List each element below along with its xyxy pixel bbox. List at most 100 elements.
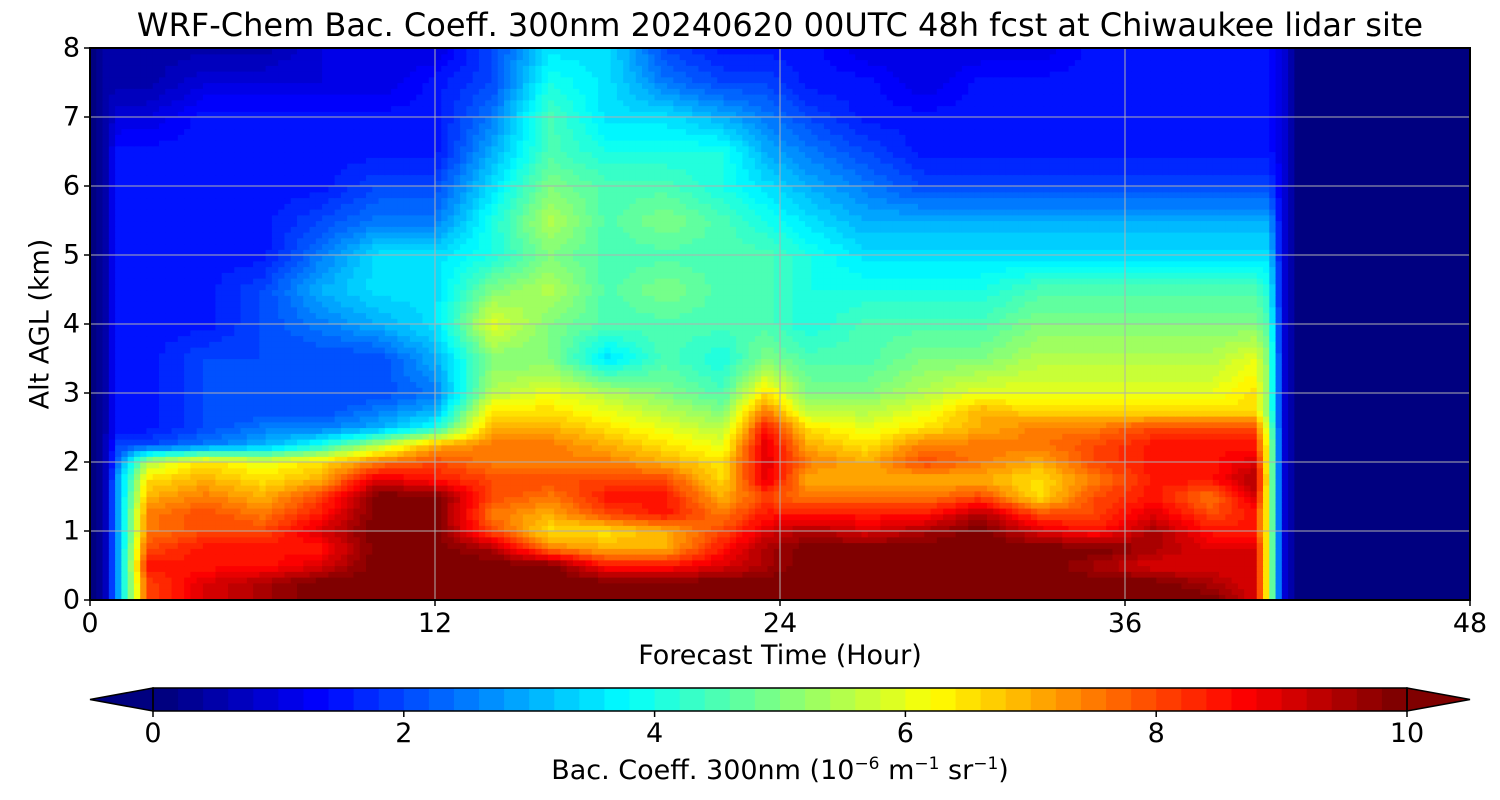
- heatmap-cell: [968, 496, 976, 503]
- heatmap-cell: [1175, 582, 1183, 590]
- heatmap-cell: [384, 588, 392, 595]
- heatmap-cell: [1350, 473, 1358, 480]
- heatmap-cell: [999, 519, 1007, 526]
- heatmap-cell: [1012, 571, 1019, 578]
- heatmap-cell: [642, 594, 649, 601]
- heatmap-cell: [1024, 508, 1032, 515]
- heatmap-cell: [535, 485, 543, 492]
- heatmap-cell: [159, 582, 166, 590]
- heatmap-cell: [673, 467, 681, 475]
- heatmap-cell: [278, 571, 286, 578]
- heatmap-cell: [397, 559, 405, 567]
- heatmap-cell: [861, 513, 869, 521]
- heatmap-cell: [836, 513, 844, 521]
- heatmap-cell: [767, 559, 775, 567]
- heatmap-cell: [761, 577, 769, 584]
- heatmap-cell: [1451, 565, 1459, 572]
- heatmap-cell: [491, 525, 499, 532]
- heatmap-cell: [397, 594, 405, 601]
- heatmap-cell: [623, 582, 631, 590]
- heatmap-cell: [1332, 473, 1339, 480]
- heatmap-cell: [1081, 588, 1088, 595]
- heatmap-cell: [1357, 594, 1364, 601]
- heatmap-cell: [202, 554, 210, 561]
- heatmap-cell: [723, 536, 731, 544]
- heatmap-cell: [955, 513, 963, 521]
- heatmap-cell: [1444, 536, 1452, 544]
- heatmap-cell: [1325, 519, 1333, 526]
- heatmap-cell: [987, 594, 994, 601]
- heatmap-cell: [1162, 588, 1170, 595]
- heatmap-cell: [246, 490, 254, 498]
- heatmap-cell: [591, 513, 599, 521]
- heatmap-cell: [1281, 479, 1289, 486]
- heatmap-cell: [1281, 525, 1289, 532]
- heatmap-cell: [911, 525, 919, 532]
- heatmap-cell: [290, 519, 298, 526]
- heatmap-cell: [171, 542, 179, 549]
- heatmap-cell: [1382, 582, 1390, 590]
- heatmap-cell: [353, 513, 361, 521]
- heatmap-cell: [648, 542, 656, 549]
- heatmap-cell: [322, 490, 329, 498]
- heatmap-cell: [573, 594, 580, 601]
- heatmap-cell: [1005, 496, 1013, 503]
- heatmap-cell: [554, 502, 562, 509]
- heatmap-cell: [1156, 508, 1164, 515]
- heatmap-cell: [159, 594, 166, 601]
- heatmap-cell: [842, 479, 850, 486]
- heatmap-cell: [1194, 496, 1201, 503]
- heatmap-cell: [1225, 519, 1233, 526]
- heatmap-cell: [453, 473, 461, 480]
- heatmap-cell: [108, 525, 116, 532]
- heatmap-cell: [202, 485, 210, 492]
- heatmap-cell: [993, 490, 1001, 498]
- heatmap-cell: [798, 531, 806, 538]
- heatmap-cell: [478, 485, 486, 492]
- heatmap-cell: [1231, 588, 1239, 595]
- heatmap-cell: [460, 473, 467, 480]
- heatmap-cell: [397, 502, 405, 509]
- heatmap-cell: [96, 473, 104, 480]
- heatmap-cell: [1043, 554, 1051, 561]
- heatmap-cell: [1200, 531, 1208, 538]
- heatmap-cell: [736, 490, 743, 498]
- heatmap-cell: [1231, 571, 1239, 578]
- heatmap-cell: [1081, 479, 1088, 486]
- heatmap-cell: [1269, 473, 1277, 480]
- heatmap-cell: [1112, 542, 1120, 549]
- heatmap-cell: [961, 513, 969, 521]
- heatmap-cell: [1143, 559, 1151, 567]
- heatmap-cell: [1250, 577, 1258, 584]
- heatmap-cell: [560, 588, 568, 595]
- heatmap-cell: [1281, 496, 1289, 503]
- heatmap-cell: [780, 542, 787, 549]
- heatmap-cell: [717, 588, 725, 595]
- heatmap-cell: [96, 536, 104, 544]
- heatmap-cell: [754, 548, 762, 555]
- heatmap-cell: [409, 577, 417, 584]
- heatmap-cell: [322, 594, 329, 601]
- heatmap-cell: [491, 496, 499, 503]
- heatmap-cell: [378, 490, 386, 498]
- heatmap-cell: [1357, 496, 1364, 503]
- heatmap-cell: [159, 536, 166, 544]
- heatmap-cell: [416, 525, 424, 532]
- heatmap-cell: [1012, 479, 1019, 486]
- heatmap-cell: [918, 536, 925, 544]
- heatmap-cell: [698, 467, 706, 475]
- heatmap-cell: [1043, 548, 1051, 555]
- heatmap-cell: [108, 479, 116, 486]
- heatmap-cell: [328, 571, 336, 578]
- heatmap-cell: [96, 502, 104, 509]
- heatmap-cell: [1413, 502, 1421, 509]
- heatmap-cell: [209, 490, 217, 498]
- heatmap-cell: [1212, 565, 1220, 572]
- heatmap-cell: [1018, 594, 1026, 601]
- heatmap-cell: [177, 542, 185, 549]
- heatmap-cell: [366, 542, 373, 549]
- heatmap-cell: [1118, 542, 1126, 549]
- heatmap-cell: [1281, 513, 1289, 521]
- heatmap-cell: [918, 513, 925, 521]
- heatmap-cell: [159, 502, 166, 509]
